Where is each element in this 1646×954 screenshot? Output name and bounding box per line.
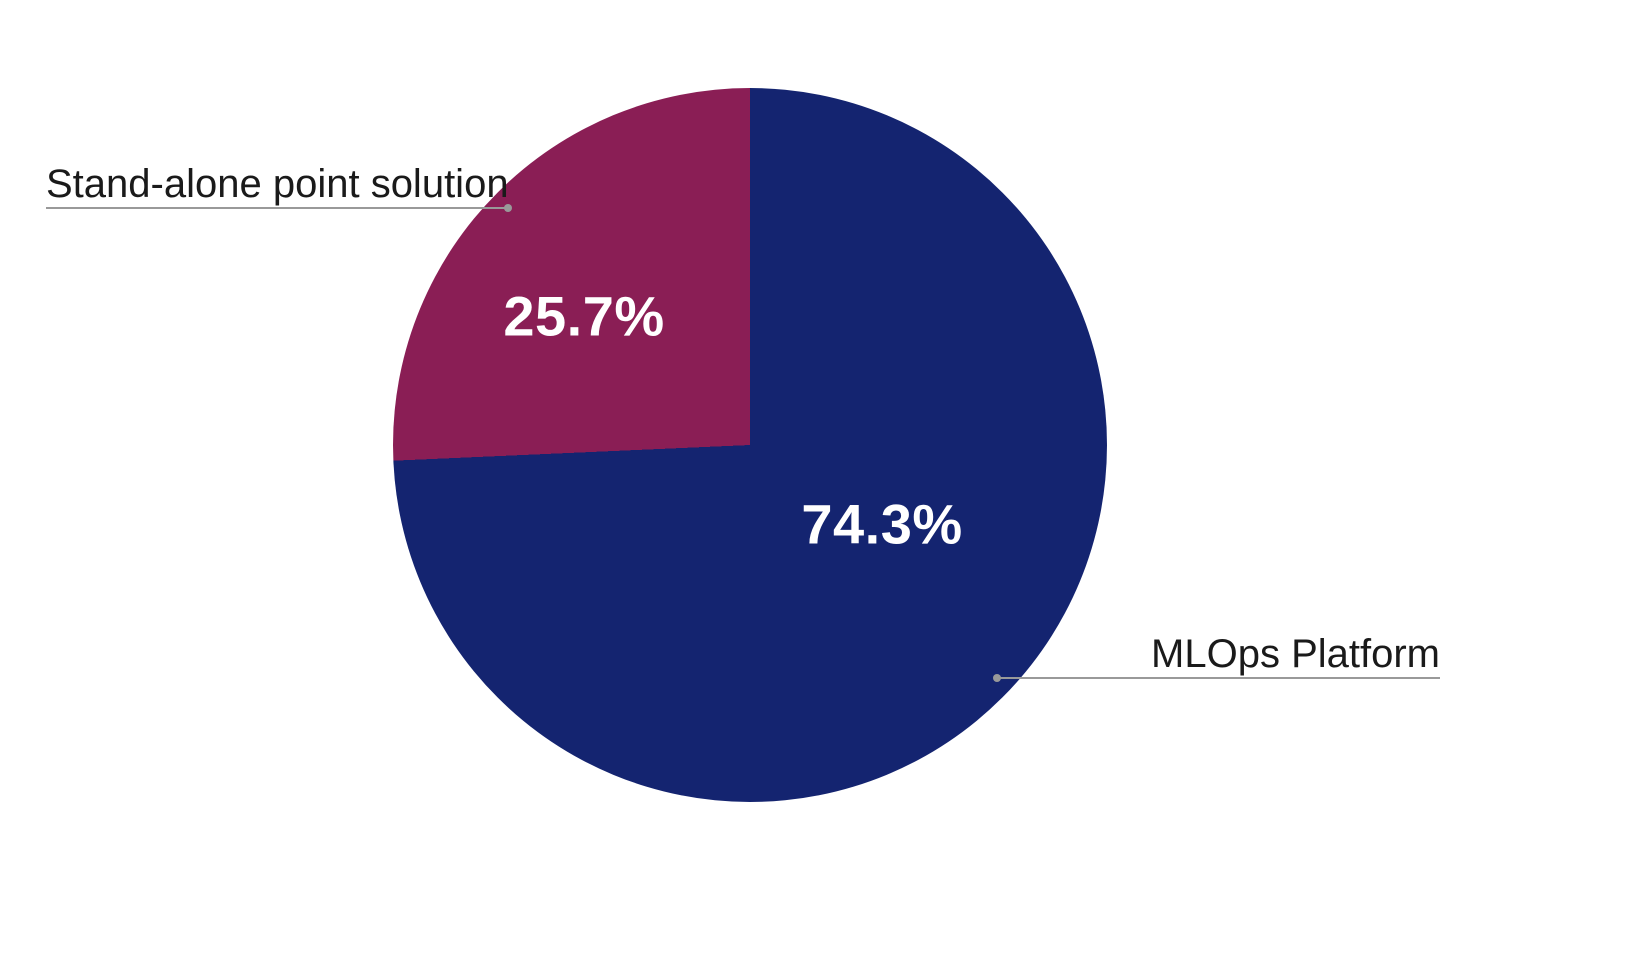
value-label-mlops-platform: 74.3% bbox=[801, 492, 963, 556]
slice-label-stand-alone: Stand-alone point solution bbox=[46, 162, 509, 206]
value-label-stand-alone: 25.7% bbox=[503, 284, 665, 348]
leader-dot-mlops-platform bbox=[993, 674, 1001, 682]
leader-line-mlops-platform bbox=[997, 677, 1440, 679]
pie-chart bbox=[393, 88, 1107, 802]
leader-line-stand-alone bbox=[46, 207, 508, 209]
leader-dot-stand-alone bbox=[504, 204, 512, 212]
slice-label-mlops-platform: MLOps Platform bbox=[1151, 632, 1440, 676]
